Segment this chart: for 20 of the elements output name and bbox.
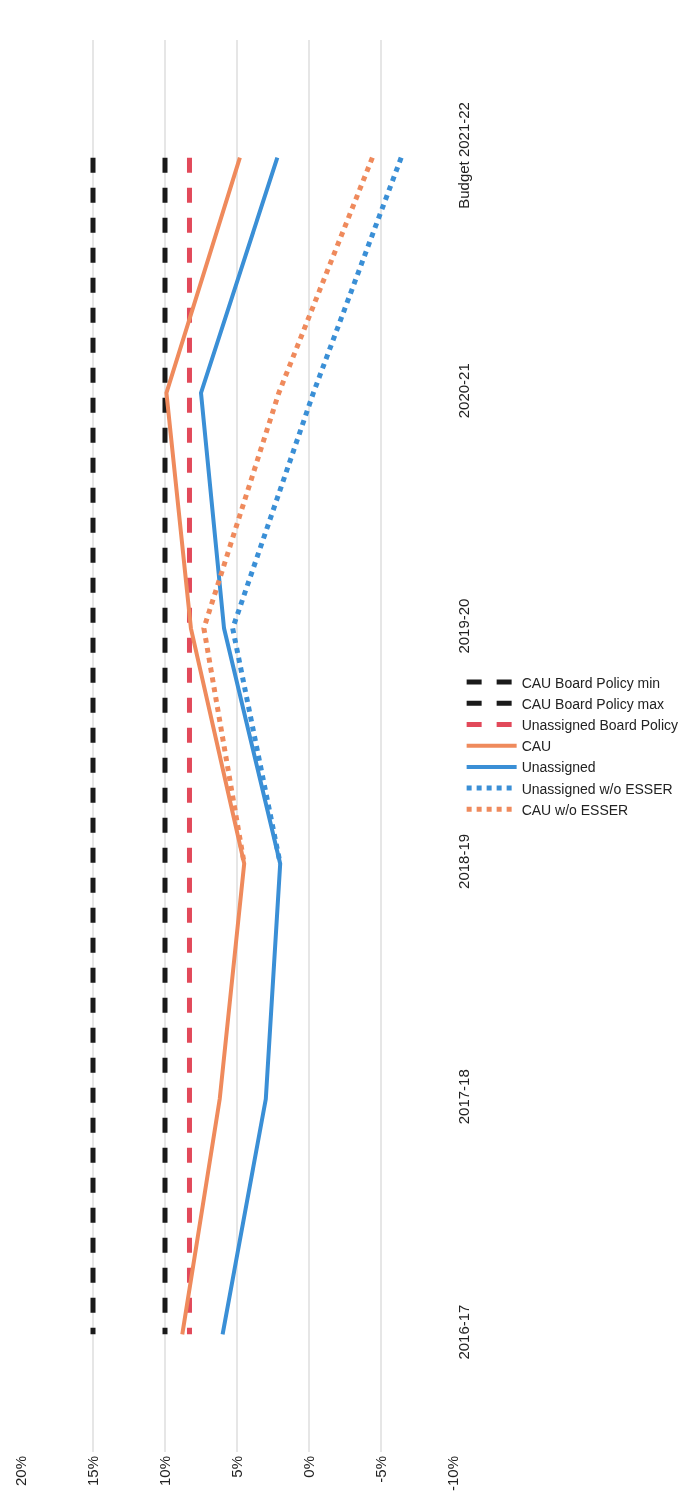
x-tick-label: 15% [83,1456,101,1487]
legend-label: CAU Board Policy max [521,695,665,712]
legend-label: Unassigned [521,759,596,776]
y-tick-label: 2018-19 [455,833,472,889]
x-tick-label: 5% [227,1456,245,1478]
legend-label: CAU [521,738,552,755]
y-tick-label: 2017-18 [455,1069,472,1125]
x-tick-label: 10% [155,1456,173,1487]
legend-label: CAU Board Policy min [521,674,661,691]
y-tick-label: Budget 2021-22 [455,102,472,209]
legend-label: Unassigned w/o ESSER [521,780,673,797]
legend-label: CAU w/o ESSER [521,801,629,818]
x-tick-label: -5% [371,1456,389,1483]
y-tick-label: 2020-21 [455,363,472,419]
y-tick-label: 2016-17 [455,1304,472,1360]
legend-label: Unassigned Board Policy [521,716,679,733]
x-tick-label: 20% [11,1456,29,1487]
y-tick-label: 2019-20 [455,598,472,654]
x-tick-label: -10% [443,1456,461,1492]
x-tick-label: 0% [299,1456,317,1478]
